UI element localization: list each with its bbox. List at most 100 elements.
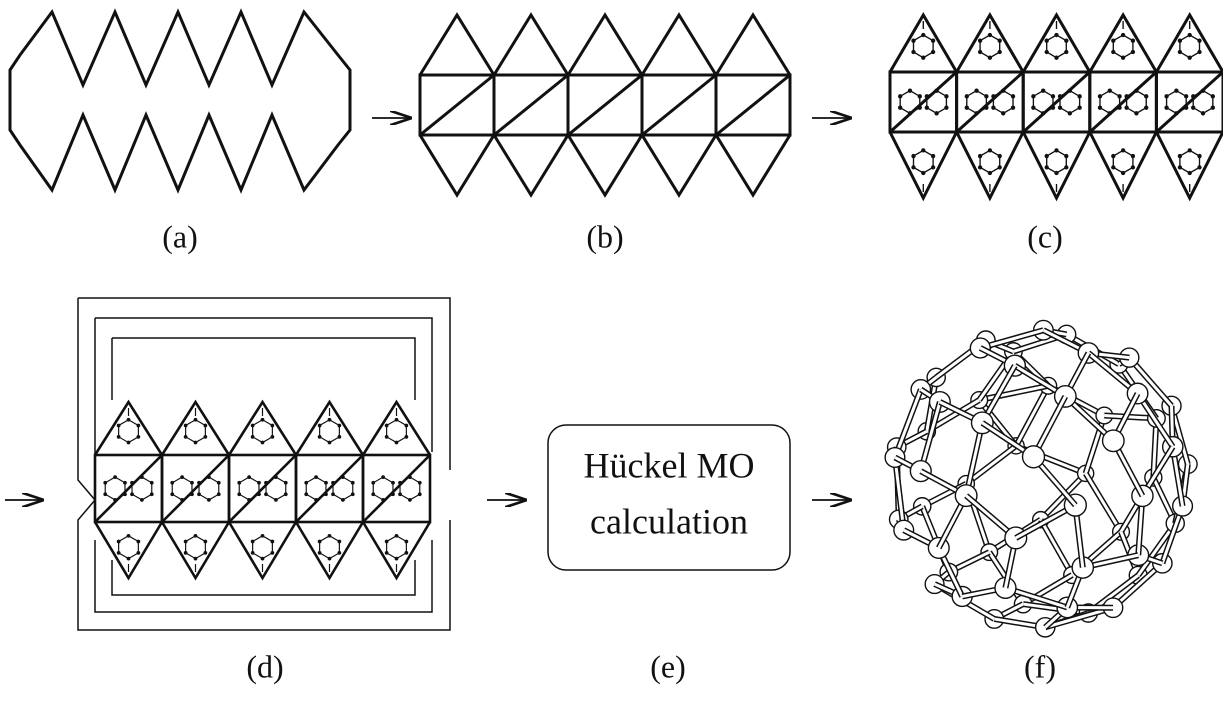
hexagon bbox=[1127, 91, 1147, 114]
diagonal bbox=[642, 75, 716, 135]
atom-dot bbox=[418, 492, 422, 496]
atom-dot bbox=[385, 551, 389, 555]
hexagon bbox=[239, 477, 259, 500]
diagonal bbox=[568, 75, 642, 135]
atom-dot bbox=[194, 441, 198, 445]
atom-dot bbox=[251, 551, 255, 555]
atom-dot bbox=[898, 106, 902, 110]
frame bbox=[112, 338, 415, 595]
atom-dot bbox=[284, 481, 288, 485]
atom-dot bbox=[988, 148, 992, 152]
atom-dot bbox=[324, 492, 328, 496]
atom-dot bbox=[1111, 154, 1115, 158]
atom-dot bbox=[1045, 154, 1049, 158]
atom-dot bbox=[328, 418, 332, 422]
atom-dot bbox=[261, 557, 265, 561]
atom-dot bbox=[385, 424, 389, 428]
atom-dot bbox=[1124, 94, 1128, 98]
atom-dot bbox=[921, 56, 925, 60]
hexagon bbox=[333, 477, 353, 500]
atom-dot bbox=[931, 165, 935, 169]
atom-dot bbox=[911, 39, 915, 43]
atom-dot bbox=[140, 475, 144, 479]
atom-dot bbox=[203, 435, 207, 439]
hexagon bbox=[1047, 35, 1067, 58]
atom-dot bbox=[1201, 89, 1205, 93]
atom-dot bbox=[136, 435, 140, 439]
atom-dot bbox=[1054, 33, 1058, 37]
atom-dot bbox=[113, 498, 117, 502]
hexagon bbox=[306, 477, 326, 500]
atom-dot bbox=[385, 540, 389, 544]
atom-dot bbox=[404, 435, 408, 439]
atom-dot bbox=[1201, 111, 1205, 115]
atom-dot bbox=[1184, 106, 1188, 110]
atom-dot bbox=[1001, 89, 1005, 93]
atom-dot bbox=[965, 106, 969, 110]
atom-dot bbox=[318, 424, 322, 428]
panel-label: (d) bbox=[246, 648, 283, 684]
atom-dot bbox=[117, 540, 121, 544]
atom-dot bbox=[1098, 94, 1102, 98]
hexagon bbox=[199, 477, 219, 500]
atom-dot bbox=[1197, 39, 1201, 43]
triangle bbox=[568, 15, 642, 75]
hexagon bbox=[1193, 91, 1213, 114]
atom-dot bbox=[1164, 106, 1168, 110]
atom-dot bbox=[140, 498, 144, 502]
atom-dot bbox=[318, 435, 322, 439]
atom-dot bbox=[318, 551, 322, 555]
atom-dot bbox=[270, 540, 274, 544]
atom-dot bbox=[324, 481, 328, 485]
atom-dot bbox=[944, 94, 948, 98]
atom-dot bbox=[257, 481, 261, 485]
hexagon bbox=[400, 477, 420, 500]
atom-dot bbox=[207, 498, 211, 502]
atom-dot bbox=[991, 94, 995, 98]
atom-dot bbox=[408, 475, 412, 479]
atom-dot bbox=[1011, 106, 1015, 110]
atom-dot bbox=[1121, 148, 1125, 152]
atom-dot bbox=[931, 39, 935, 43]
atom-dot bbox=[1064, 39, 1068, 43]
atom-dot bbox=[1211, 94, 1215, 98]
atom-dot bbox=[251, 540, 255, 544]
hexagon bbox=[1047, 150, 1067, 173]
atom-dot bbox=[908, 89, 912, 93]
atom-dot bbox=[1041, 89, 1045, 93]
atom-dot bbox=[247, 498, 251, 502]
atom-dot bbox=[274, 475, 278, 479]
hexagon bbox=[387, 536, 407, 559]
atom-dot bbox=[170, 481, 174, 485]
bond bbox=[1041, 520, 1072, 575]
hexagon bbox=[1113, 150, 1133, 173]
atom-dot bbox=[130, 492, 134, 496]
atom-dot bbox=[264, 492, 268, 496]
atom-dot bbox=[194, 534, 198, 538]
atom bbox=[1023, 446, 1045, 468]
atom-dot bbox=[117, 435, 121, 439]
atom-dot bbox=[1108, 89, 1112, 93]
atom-dot bbox=[908, 111, 912, 115]
panel-label: (b) bbox=[586, 218, 623, 254]
atom-dot bbox=[130, 481, 134, 485]
atom-dot bbox=[328, 557, 332, 561]
bond bbox=[1086, 473, 1121, 531]
atom-dot bbox=[931, 154, 935, 158]
atom-dot bbox=[1188, 171, 1192, 175]
atom-dot bbox=[351, 481, 355, 485]
atom-dot bbox=[1058, 94, 1062, 98]
atom-dot bbox=[337, 435, 341, 439]
atom-dot bbox=[184, 540, 188, 544]
atom-dot bbox=[314, 475, 318, 479]
atom-dot bbox=[371, 481, 375, 485]
atom-dot bbox=[404, 551, 408, 555]
triangle bbox=[716, 135, 790, 195]
atom bbox=[1103, 430, 1125, 452]
atom-dot bbox=[1001, 111, 1005, 115]
atom-dot bbox=[1188, 148, 1192, 152]
atom-dot bbox=[237, 481, 241, 485]
atom-dot bbox=[1197, 165, 1201, 169]
frame bbox=[95, 318, 432, 612]
hexagon bbox=[119, 420, 139, 443]
